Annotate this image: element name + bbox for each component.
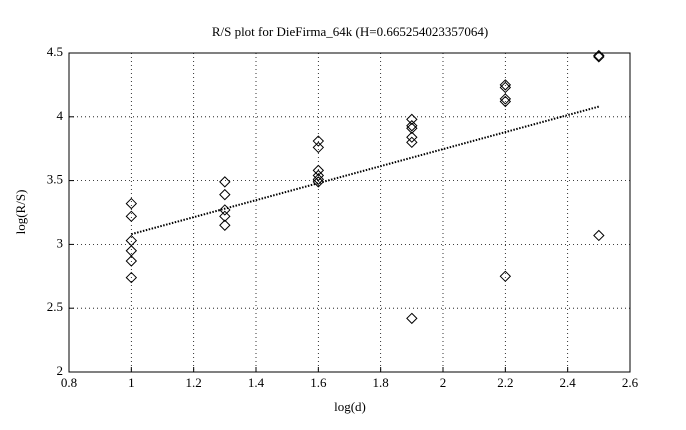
y-tick-label: 4.5 (47, 44, 63, 59)
point (593, 51, 605, 63)
point (219, 210, 231, 223)
x-tick-label: 2.6 (622, 375, 639, 390)
point (406, 113, 418, 126)
point (312, 141, 325, 154)
point (219, 176, 231, 188)
x-tick-label: 1.2 (186, 375, 202, 390)
point (312, 176, 325, 188)
x-tick-label: 1.4 (248, 375, 265, 390)
point (593, 229, 605, 242)
y-tick-label: 2 (57, 363, 64, 378)
chart-title: R/S plot for DieFirma_64k (H=0.665254023… (212, 24, 488, 39)
point (219, 188, 231, 201)
y-tick-label: 2.5 (47, 299, 63, 314)
point (406, 136, 418, 149)
point (499, 93, 512, 105)
x-tick-label: 1 (128, 375, 135, 390)
fit-line (131, 105, 600, 236)
x-tick-label: 2.4 (560, 375, 577, 390)
point (312, 135, 325, 147)
point (499, 81, 512, 94)
x-tick-label: 0.8 (61, 375, 77, 390)
point (125, 210, 138, 223)
point (499, 95, 512, 108)
point (406, 122, 418, 134)
x-tick-label: 2 (440, 375, 447, 390)
point (406, 312, 418, 325)
point (312, 169, 325, 182)
point (125, 245, 138, 257)
x-axis-label: log(d) (334, 399, 366, 414)
point (125, 271, 138, 284)
x-tick-label: 2.2 (497, 375, 513, 390)
point (312, 173, 325, 186)
x-tick-label: 1.6 (310, 375, 327, 390)
y-tick-label: 4 (57, 108, 64, 123)
point (593, 49, 605, 62)
point (406, 120, 418, 132)
point (499, 270, 512, 283)
point (219, 219, 231, 231)
y-tick-label: 3.5 (47, 172, 63, 187)
point (312, 164, 325, 177)
y-tick-label: 3 (57, 235, 64, 250)
point (499, 79, 512, 91)
plot-frame (68, 52, 631, 373)
point (125, 255, 138, 267)
x-tick-label: 1.8 (373, 375, 389, 390)
point (406, 131, 418, 143)
point (125, 197, 138, 210)
y-axis-label: log(R/S) (13, 190, 28, 235)
